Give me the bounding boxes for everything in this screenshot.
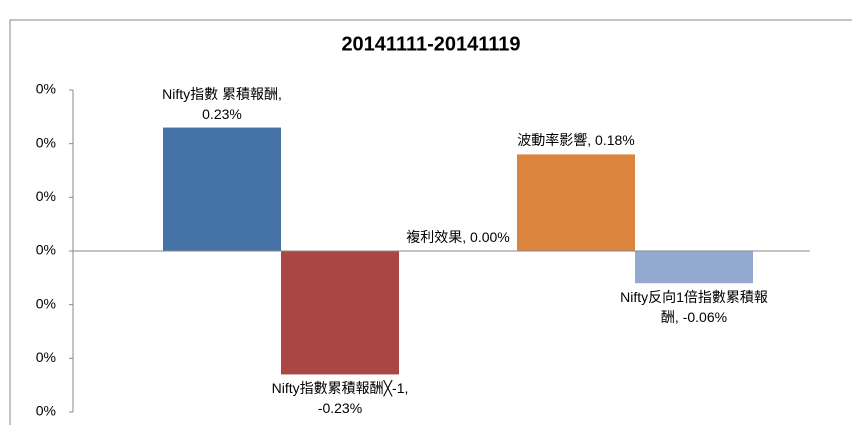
bar bbox=[281, 251, 399, 375]
y-tick-label: 0% bbox=[36, 81, 56, 97]
y-tick-label: 0% bbox=[36, 403, 56, 419]
bar bbox=[163, 127, 281, 251]
y-tick-label: 0% bbox=[36, 295, 56, 311]
data-label: Nifty指數累積報酬╳-1, -0.23% bbox=[271, 380, 409, 417]
y-tick-label: 0% bbox=[36, 349, 56, 365]
y-tick-label: 0% bbox=[36, 188, 56, 204]
chart-border bbox=[9, 19, 852, 425]
data-label: Nifty指數 累積報酬, 0.23% bbox=[162, 85, 282, 122]
chart-title: 20141111-20141119 bbox=[341, 33, 520, 55]
bar bbox=[517, 154, 635, 251]
data-label: 複利效果, 0.00% bbox=[406, 229, 510, 245]
bar bbox=[635, 251, 753, 284]
y-tick-label: 0% bbox=[36, 242, 56, 258]
data-label: 波動率影響, 0.18% bbox=[517, 132, 635, 149]
data-label: Nifty反向1倍指數累積報酬, -0.06% bbox=[620, 289, 768, 326]
y-tick-label: 0% bbox=[36, 134, 56, 150]
